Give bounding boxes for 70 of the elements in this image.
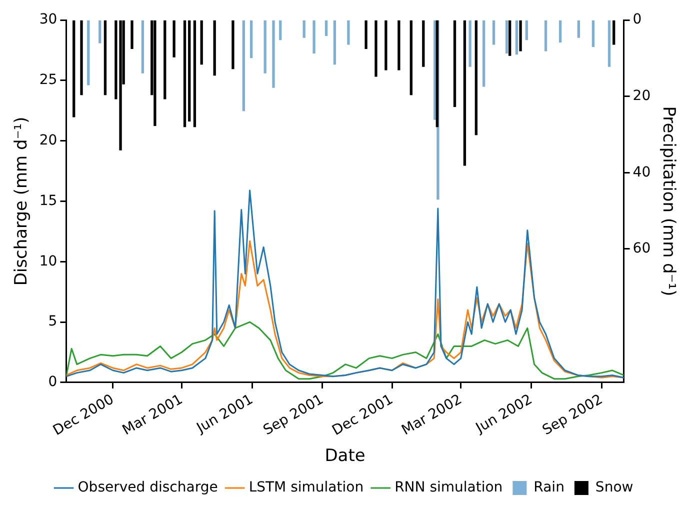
bar bbox=[104, 20, 107, 96]
bar bbox=[453, 20, 456, 107]
bar bbox=[130, 20, 134, 49]
bar bbox=[183, 20, 186, 128]
y-tick-label: 10 bbox=[39, 253, 58, 270]
y-tick-label: 0 bbox=[48, 374, 58, 390]
bar bbox=[312, 20, 316, 54]
legend-label: LSTM simulation bbox=[248, 480, 364, 496]
bar bbox=[154, 20, 156, 126]
bar bbox=[508, 20, 512, 56]
bar bbox=[264, 20, 266, 74]
bar bbox=[193, 20, 196, 128]
bar bbox=[72, 20, 76, 118]
bar bbox=[505, 20, 508, 54]
bar bbox=[232, 20, 234, 70]
bar bbox=[374, 20, 378, 77]
x-axis-title: Date bbox=[324, 446, 366, 466]
bar bbox=[333, 20, 336, 65]
bar bbox=[384, 20, 388, 70]
bar bbox=[164, 20, 166, 100]
y2-tick-label: 40 bbox=[632, 164, 651, 180]
bar bbox=[200, 20, 203, 65]
bar bbox=[87, 20, 90, 86]
y-tick-label: 5 bbox=[48, 314, 58, 330]
bar bbox=[80, 20, 83, 96]
bar bbox=[525, 20, 528, 40]
bar bbox=[544, 20, 548, 52]
bar bbox=[188, 20, 191, 122]
bar bbox=[592, 20, 595, 48]
y-tick-label: 30 bbox=[39, 12, 58, 28]
bar bbox=[519, 20, 522, 52]
bar bbox=[422, 20, 425, 67]
bar bbox=[482, 20, 486, 87]
y-axis-title: Discharge (mm d⁻¹) bbox=[12, 116, 32, 286]
bar bbox=[279, 20, 282, 40]
y-tick-label: 15 bbox=[39, 192, 58, 209]
bar bbox=[608, 20, 611, 67]
y2-axis-title: Precipitation (mm d⁻¹) bbox=[658, 106, 678, 296]
bar bbox=[558, 20, 562, 42]
bar bbox=[398, 20, 400, 70]
bar bbox=[474, 20, 478, 136]
bar bbox=[410, 20, 412, 96]
bar bbox=[250, 20, 253, 58]
y2-tick-label: 20 bbox=[632, 88, 651, 104]
bar bbox=[324, 20, 328, 36]
bar bbox=[242, 20, 245, 112]
legend-label: RNN simulation bbox=[394, 480, 503, 496]
y-tick-label: 25 bbox=[39, 72, 58, 88]
bar bbox=[364, 20, 368, 49]
bar bbox=[272, 20, 275, 88]
y2-tick-label: 60 bbox=[632, 240, 651, 257]
bar bbox=[612, 20, 616, 45]
bar bbox=[463, 20, 466, 166]
bar bbox=[172, 20, 176, 58]
bar bbox=[141, 20, 144, 74]
bar bbox=[347, 20, 350, 45]
bar bbox=[213, 20, 216, 76]
legend-label: Snow bbox=[595, 480, 634, 496]
bar bbox=[302, 20, 306, 38]
y-tick-label: 20 bbox=[39, 132, 58, 148]
bar bbox=[515, 20, 518, 55]
bar bbox=[468, 20, 472, 67]
bar bbox=[434, 20, 436, 120]
bar bbox=[436, 20, 438, 128]
bar bbox=[577, 20, 580, 38]
legend-label: Rain bbox=[534, 480, 564, 496]
legend-label: Observed discharge bbox=[78, 480, 218, 496]
bar bbox=[492, 20, 496, 45]
y2-tick-label: 0 bbox=[632, 12, 642, 28]
bar bbox=[98, 20, 102, 44]
